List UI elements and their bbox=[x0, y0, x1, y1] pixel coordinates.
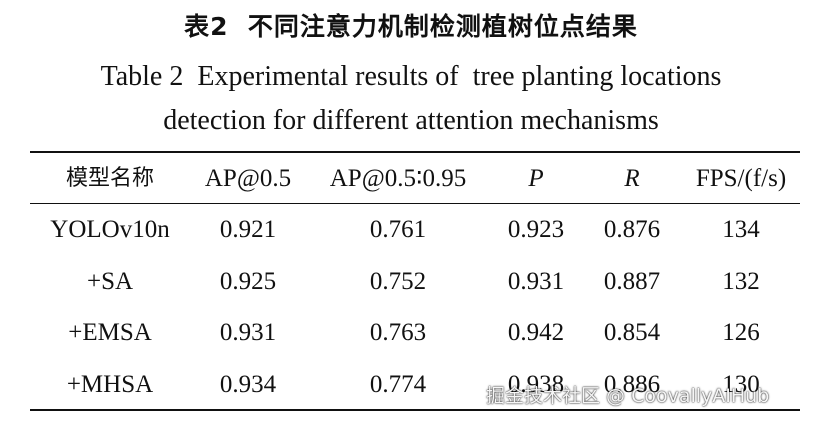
cell-ap50-95: 0.763 bbox=[369, 319, 427, 346]
cell-ap50: 0.931 bbox=[219, 319, 277, 346]
table-bottom-rule bbox=[30, 409, 800, 411]
header-fps: FPS/(f/s) bbox=[695, 165, 787, 192]
cell-fps: 130 bbox=[722, 371, 760, 398]
header-model-name: 模型名称 bbox=[65, 166, 154, 191]
cell-ap50-95: 0.761 bbox=[369, 216, 427, 243]
cell-recall: 0.854 bbox=[603, 319, 661, 346]
header-ap50-95: AP@0.5∶0.95 bbox=[329, 165, 467, 192]
cell-recall: 0.876 bbox=[603, 216, 661, 243]
cell-ap50-95: 0.752 bbox=[369, 268, 427, 295]
caption-title-chinese: 表2 不同注意力机制检测植树位点结果 bbox=[184, 12, 638, 41]
header-ap50: AP@0.5 bbox=[204, 165, 292, 192]
caption-title-english-line2: detection for different attention mechan… bbox=[163, 105, 659, 136]
table-header-rule bbox=[30, 203, 800, 204]
cell-ap50: 0.934 bbox=[219, 371, 277, 398]
cell-precision: 0.931 bbox=[507, 268, 565, 295]
header-precision: P bbox=[528, 165, 544, 192]
cell-recall: 0.887 bbox=[603, 268, 661, 295]
cell-precision: 0.923 bbox=[507, 216, 565, 243]
cell-fps: 134 bbox=[722, 216, 760, 243]
cell-model: +EMSA bbox=[68, 319, 152, 346]
cell-fps: 132 bbox=[722, 268, 760, 295]
cell-ap50-95: 0.774 bbox=[369, 371, 427, 398]
table-top-rule bbox=[30, 151, 800, 153]
caption-title-english-line1: Table 2 Experimental results of tree pla… bbox=[100, 61, 722, 92]
cell-ap50: 0.925 bbox=[219, 268, 277, 295]
cell-model: YOLOv10n bbox=[50, 216, 170, 243]
cell-precision: 0.938 bbox=[507, 371, 565, 398]
cell-precision: 0.942 bbox=[507, 319, 565, 346]
cell-model: +MHSA bbox=[66, 371, 154, 398]
cell-recall: 0.886 bbox=[603, 371, 661, 398]
watermark-text: 掘金技术社区 @ CoovallyAIHub bbox=[486, 385, 770, 407]
header-recall: R bbox=[624, 165, 640, 192]
cell-ap50: 0.921 bbox=[219, 216, 277, 243]
cell-model: +SA bbox=[86, 268, 134, 295]
cell-fps: 126 bbox=[722, 319, 760, 346]
